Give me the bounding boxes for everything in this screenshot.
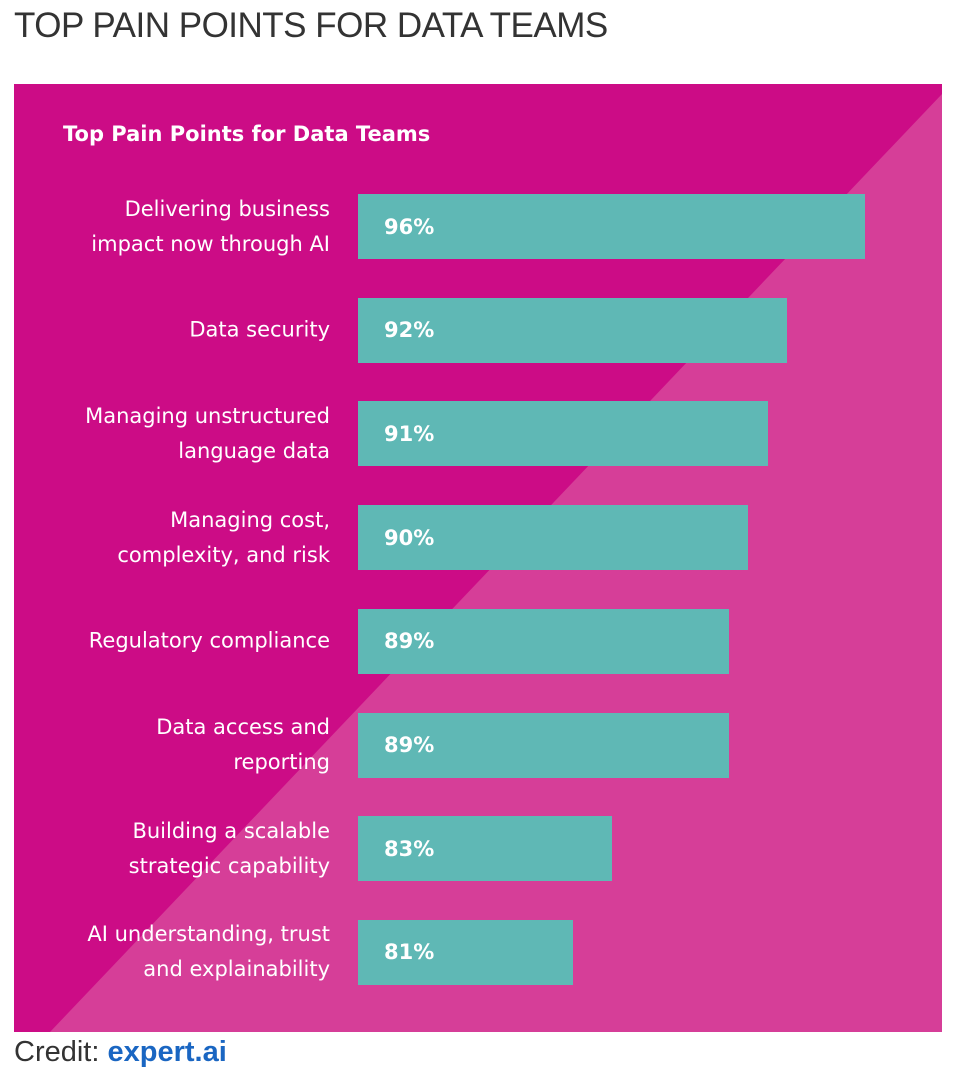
bar	[358, 401, 768, 467]
value-label: 90%	[384, 525, 435, 550]
category-label: Managing cost, complexity, and risk	[117, 507, 330, 567]
value-label: 81%	[384, 940, 435, 965]
bar	[358, 712, 729, 778]
category-label: Building a scalable strategic capability	[128, 818, 330, 878]
value-label: 89%	[384, 629, 435, 654]
chart-title: Top Pain Points for Data Teams	[63, 122, 431, 146]
credit: Credit: expert.ai	[14, 1036, 227, 1069]
bar	[358, 297, 787, 363]
category-label: Data access and reporting	[156, 715, 330, 774]
value-label: 91%	[384, 421, 435, 446]
value-label: 89%	[384, 733, 435, 757]
bar	[358, 816, 612, 882]
chart-panel: Top Pain Points for Data Teams Deliverin…	[14, 84, 942, 1032]
value-label: 83%	[384, 836, 435, 861]
bar	[358, 505, 748, 571]
value-label: 96%	[384, 214, 435, 239]
page-title: TOP PAIN POINTS FOR DATA TEAMS	[14, 6, 608, 45]
category-label: Data security	[189, 317, 330, 342]
value-label: 92%	[384, 318, 435, 343]
credit-label: Credit:	[14, 1036, 100, 1068]
credit-link[interactable]: expert.ai	[107, 1036, 227, 1068]
category-label: AI understanding, trust and explainabili…	[87, 922, 330, 982]
bar	[358, 919, 573, 985]
category-label: Managing unstructured language data	[85, 403, 330, 463]
category-label: Delivering business impact now through A…	[91, 196, 330, 256]
bar	[358, 194, 865, 259]
category-label: Regulatory compliance	[88, 628, 330, 653]
bar	[358, 608, 729, 674]
